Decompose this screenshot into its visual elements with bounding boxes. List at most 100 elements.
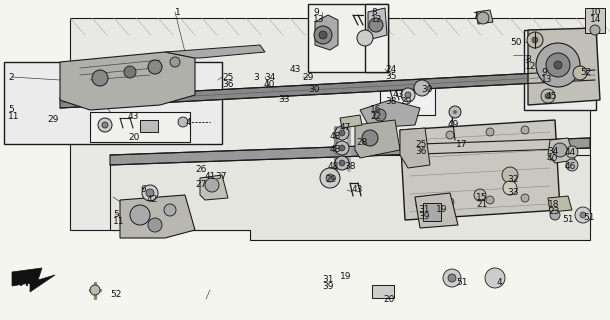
Circle shape: [521, 126, 529, 134]
Circle shape: [369, 18, 383, 32]
Circle shape: [339, 160, 345, 166]
Text: 48: 48: [330, 132, 342, 141]
Text: 4: 4: [186, 118, 192, 127]
Text: FR.: FR.: [20, 278, 38, 288]
Circle shape: [575, 207, 591, 223]
Text: 25: 25: [415, 140, 426, 149]
Text: 12: 12: [525, 62, 536, 71]
Text: 29: 29: [47, 115, 59, 124]
Bar: [90, 112, 190, 142]
Circle shape: [545, 93, 551, 99]
Bar: [140, 120, 158, 132]
Text: 8: 8: [371, 8, 377, 17]
Circle shape: [541, 89, 555, 103]
Text: 5: 5: [8, 105, 14, 114]
Circle shape: [566, 146, 578, 158]
Circle shape: [503, 181, 517, 195]
Text: 38: 38: [385, 97, 397, 106]
Text: 42: 42: [147, 195, 158, 204]
Text: 20: 20: [128, 133, 139, 142]
Text: 13: 13: [541, 75, 553, 84]
Circle shape: [142, 185, 158, 201]
Text: 39: 39: [418, 212, 429, 221]
Text: 4: 4: [497, 278, 503, 287]
Circle shape: [178, 117, 188, 127]
Circle shape: [170, 57, 180, 67]
Circle shape: [130, 205, 150, 225]
Text: 36: 36: [415, 147, 426, 156]
Circle shape: [502, 167, 518, 183]
Polygon shape: [70, 18, 590, 230]
Text: 29: 29: [302, 73, 314, 82]
Text: 1: 1: [175, 8, 181, 17]
Polygon shape: [340, 115, 362, 128]
Text: 28: 28: [356, 138, 367, 147]
Polygon shape: [315, 15, 338, 50]
Text: 20: 20: [383, 295, 395, 304]
Circle shape: [405, 92, 411, 98]
Text: 30: 30: [421, 85, 432, 94]
Circle shape: [546, 53, 570, 77]
Bar: [4, 62, 222, 144]
Polygon shape: [120, 195, 195, 238]
Text: 33: 33: [507, 188, 518, 197]
Text: 43: 43: [393, 90, 404, 99]
Polygon shape: [200, 175, 228, 200]
Circle shape: [146, 189, 154, 197]
Polygon shape: [12, 268, 55, 292]
Text: 31: 31: [418, 205, 429, 214]
Circle shape: [90, 285, 100, 295]
Text: 44: 44: [565, 148, 576, 157]
Text: 8: 8: [525, 55, 531, 64]
Bar: [365, 4, 388, 72]
Circle shape: [521, 194, 529, 202]
Circle shape: [536, 43, 580, 87]
Text: 32: 32: [507, 175, 518, 184]
Text: 15: 15: [476, 193, 487, 202]
Polygon shape: [165, 45, 265, 58]
Circle shape: [443, 269, 461, 287]
Circle shape: [357, 30, 373, 46]
Text: 29: 29: [325, 175, 336, 184]
Text: 10: 10: [590, 8, 601, 17]
Polygon shape: [110, 138, 590, 165]
Circle shape: [339, 145, 345, 151]
Text: 19: 19: [340, 272, 351, 281]
Circle shape: [362, 130, 378, 146]
Text: 34: 34: [547, 147, 558, 156]
Text: 43: 43: [290, 65, 301, 74]
Text: 9: 9: [541, 68, 547, 77]
Text: 41: 41: [205, 172, 217, 181]
Text: 51: 51: [583, 213, 595, 222]
Bar: [423, 203, 441, 221]
Circle shape: [314, 26, 332, 44]
Text: 11: 11: [113, 217, 124, 226]
Circle shape: [319, 31, 327, 39]
Circle shape: [580, 212, 586, 218]
Bar: [524, 30, 596, 110]
Circle shape: [449, 106, 461, 118]
Text: 36: 36: [222, 80, 234, 89]
Polygon shape: [60, 70, 595, 108]
Text: 26: 26: [195, 165, 206, 174]
Circle shape: [148, 218, 162, 232]
Circle shape: [401, 88, 415, 102]
Circle shape: [553, 143, 567, 157]
Text: 24: 24: [385, 65, 397, 74]
Circle shape: [414, 80, 430, 96]
Text: 12: 12: [371, 15, 382, 24]
Text: 35: 35: [385, 72, 397, 81]
Polygon shape: [415, 193, 458, 228]
Text: 45: 45: [546, 92, 558, 101]
Circle shape: [474, 189, 486, 201]
Circle shape: [335, 156, 349, 170]
Circle shape: [335, 141, 349, 155]
Circle shape: [566, 159, 578, 171]
Circle shape: [320, 168, 340, 188]
Text: 3: 3: [253, 73, 259, 82]
Text: 9: 9: [313, 8, 319, 17]
Circle shape: [339, 130, 345, 136]
Text: 47: 47: [340, 123, 351, 132]
Polygon shape: [368, 8, 387, 40]
Polygon shape: [548, 196, 572, 212]
